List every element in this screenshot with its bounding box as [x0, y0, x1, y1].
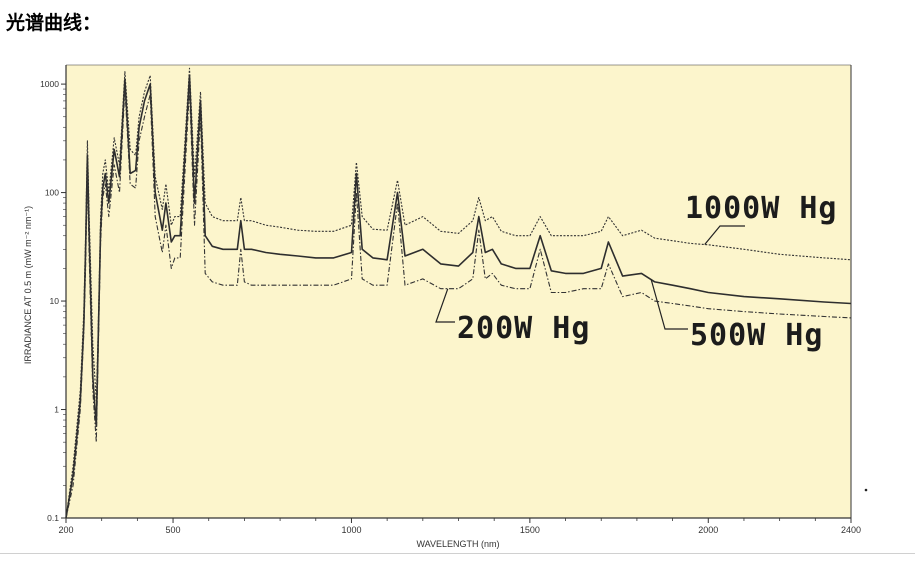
- series-lines: [65, 67, 852, 519]
- y-tick-label: 0.1: [47, 513, 59, 523]
- stray-dot: [864, 488, 868, 492]
- annotation-label-1000w-hg: 1000W Hg: [685, 191, 838, 226]
- y-tick-label: 1000: [40, 79, 59, 89]
- annotation-leader-500w-hg: [650, 279, 688, 330]
- x-tick-label: 2000: [698, 525, 718, 535]
- x-tick-label: 500: [166, 525, 181, 535]
- x-axis-label: WAVELENGTH (nm): [416, 539, 499, 549]
- y-tick-label: 10: [50, 296, 60, 306]
- y-tick-label: 1: [54, 405, 59, 415]
- bottom-rule: [0, 553, 915, 554]
- x-tick-label: 2400: [841, 525, 861, 535]
- page-heading: 光谱曲线：: [6, 12, 102, 34]
- annotation-label-200w-hg: 200W Hg: [457, 311, 590, 346]
- series-line-500w-hg: [65, 74, 852, 519]
- x-tick-label: 200: [58, 525, 73, 535]
- series-line-1000w-hg: [65, 67, 852, 519]
- y-tick-label: 100: [45, 188, 59, 198]
- plot-background: [66, 65, 851, 518]
- series-line-200w-hg: [65, 88, 852, 519]
- ticks: 200 500 1000 1500 2000 2400 1000 100 10 1 0.1: [40, 79, 861, 535]
- annotation-leader-1000w-hg: [704, 225, 745, 245]
- y-axis-label: IRRADIANCE AT 0.5 m (mW m⁻² nm⁻¹): [23, 206, 33, 364]
- annotation-leader-200w-hg: [435, 288, 455, 323]
- annotations: 1000W Hg 200W Hg 500W Hg: [435, 191, 868, 492]
- x-tick-label: 1000: [341, 525, 361, 535]
- annotation-label-500w-hg: 500W Hg: [690, 318, 823, 353]
- x-tick-label: 1500: [520, 525, 540, 535]
